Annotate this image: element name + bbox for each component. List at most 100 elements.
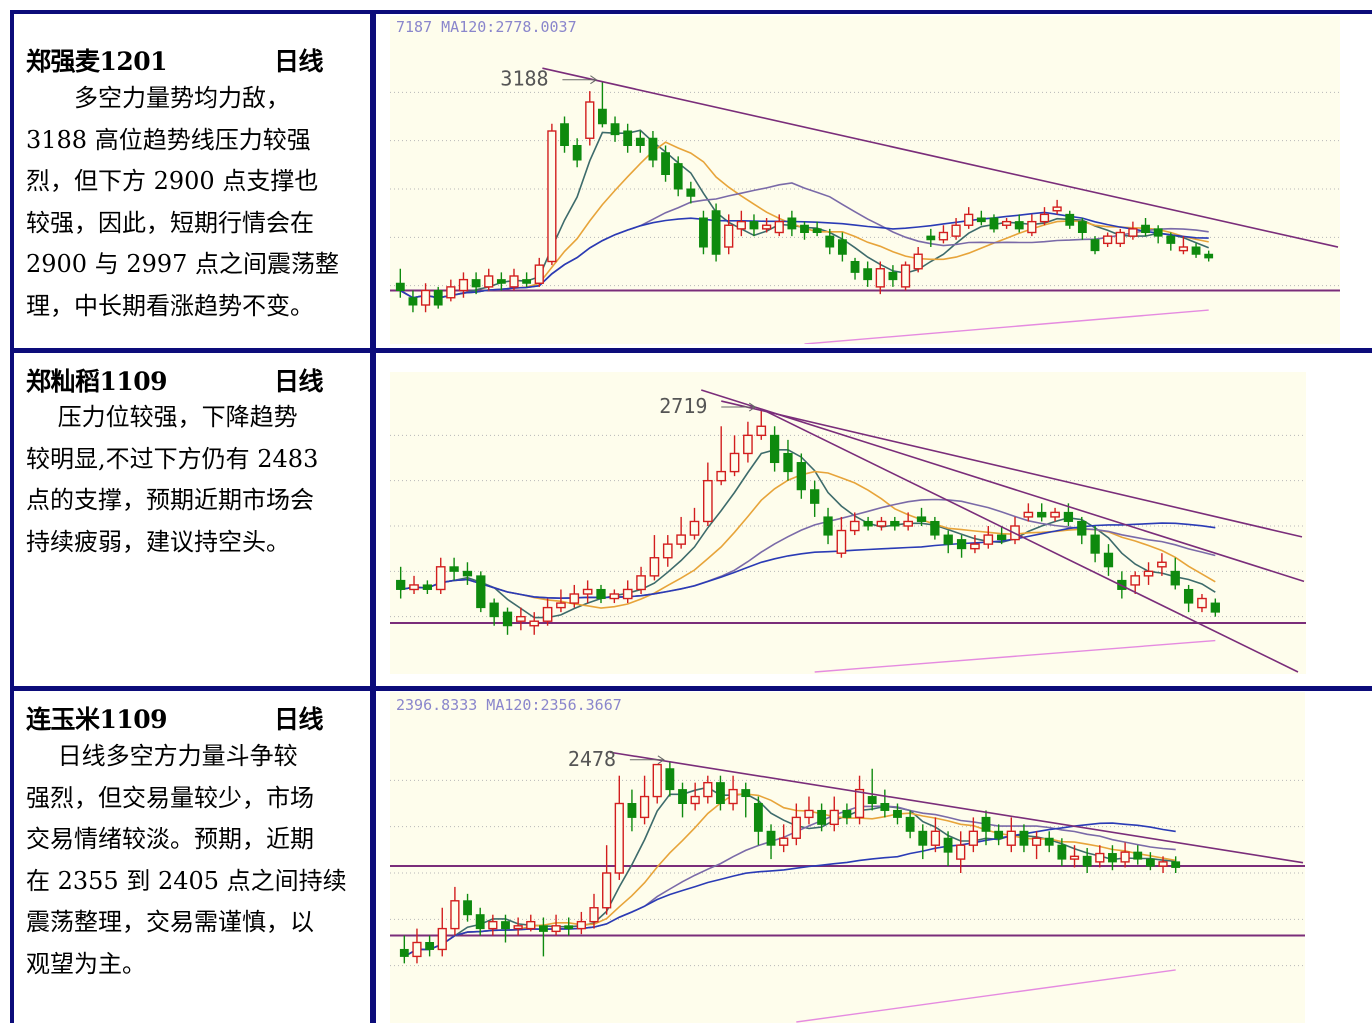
commentary: 压力位较强，下降趋势 较明显,不过下方仍有 2483 点的支撑，预期近期市场会 … <box>26 397 370 563</box>
candle <box>463 893 472 922</box>
candle <box>970 535 980 554</box>
candle <box>943 831 953 867</box>
peak-arrow-head <box>657 755 665 765</box>
candle-body <box>1103 552 1114 568</box>
candle-body <box>1039 213 1050 223</box>
candle-body <box>880 803 890 811</box>
candle <box>614 775 624 880</box>
candle <box>863 261 873 287</box>
panel-title: 连玉米1109 日线 <box>26 700 324 736</box>
candle-body <box>509 275 519 288</box>
candle-body <box>1204 253 1214 259</box>
trendline-upper <box>609 751 1304 864</box>
candle <box>1090 236 1100 255</box>
candle <box>602 845 612 915</box>
commentary: 多空力量势均力敌， 3188 高位趋势线压力较强 烈，但下方 2900 点支撑也… <box>26 78 370 327</box>
panel-title: 郑籼稻1109 日线 <box>26 362 324 398</box>
candle <box>779 824 789 853</box>
candle <box>534 257 544 287</box>
peak-label: 2719 <box>659 394 707 418</box>
commentary-line: 持续疲弱，建议持空头。 <box>26 527 290 556</box>
candle-body <box>930 520 940 536</box>
candle-body <box>1178 246 1189 252</box>
candle-body <box>938 231 949 241</box>
candle-body <box>863 268 873 281</box>
candle <box>800 221 809 240</box>
candle <box>863 516 873 531</box>
trendline-upper <box>701 389 1305 583</box>
candle-body <box>627 803 637 818</box>
candle-body <box>1153 228 1163 237</box>
candle <box>976 210 986 226</box>
candle-body <box>951 224 961 237</box>
candle-body <box>569 593 580 604</box>
candle-body <box>489 602 499 618</box>
commentary-line: 较强，因此，短期行情会在 <box>26 208 314 237</box>
candle-body <box>412 941 422 958</box>
candle <box>825 228 835 255</box>
candle-body <box>875 268 885 288</box>
candle-body <box>1115 231 1125 245</box>
candlestick-chart-rice: 2719 <box>390 372 1306 674</box>
candle <box>1204 250 1214 262</box>
candle-body <box>769 434 780 464</box>
candle <box>1166 232 1176 251</box>
candle-body <box>956 539 967 550</box>
candle <box>484 268 494 291</box>
commentary-line: 日线多空方力量斗争较 <box>26 742 298 770</box>
candle <box>1103 232 1113 247</box>
candle <box>513 917 523 936</box>
candle <box>905 810 915 839</box>
candle <box>678 782 687 818</box>
candle-body <box>716 470 727 482</box>
candle <box>769 426 780 472</box>
candle <box>854 775 865 825</box>
candle-body <box>614 802 624 874</box>
candle <box>1082 847 1092 873</box>
contract-code: 郑强麦1201 <box>26 47 168 76</box>
candle-body <box>622 588 633 600</box>
candle <box>635 131 645 153</box>
candle <box>661 145 670 182</box>
candle <box>564 917 574 936</box>
commentary-line: 烈，但下方 2900 点支撑也 <box>26 167 319 195</box>
commentary-line: 震荡整理，交易需谨慎，以 <box>26 908 314 936</box>
candle-body <box>648 137 658 161</box>
candle <box>817 803 827 832</box>
candle-body <box>968 830 978 846</box>
candle <box>716 775 725 811</box>
candle-body <box>649 557 660 577</box>
candle <box>446 279 456 302</box>
candle-body <box>1141 224 1150 233</box>
candle <box>529 612 540 635</box>
candle-body <box>890 520 900 527</box>
candle <box>1103 544 1114 576</box>
candle <box>1044 831 1054 853</box>
candle <box>823 507 833 545</box>
candle <box>462 562 473 585</box>
candle-body <box>496 279 506 284</box>
candle-body <box>1057 844 1067 860</box>
candle <box>724 214 734 255</box>
candle <box>1023 503 1034 522</box>
candle <box>810 480 820 517</box>
candle-body <box>930 830 941 846</box>
candle-body <box>724 224 734 248</box>
candle <box>796 453 806 499</box>
peak-arrow-head <box>748 402 757 412</box>
candle-body <box>686 188 696 197</box>
candle-body <box>538 925 548 932</box>
candle <box>753 796 763 846</box>
candle-body <box>1095 852 1105 863</box>
candle <box>1171 856 1181 873</box>
candle-body <box>787 217 797 230</box>
candle <box>1077 218 1087 240</box>
candle <box>1057 838 1067 867</box>
candle-body <box>564 925 574 930</box>
candle <box>395 268 405 298</box>
peak-arrow-head <box>590 75 598 85</box>
candle-body <box>1031 837 1042 846</box>
candle-body <box>408 297 418 306</box>
candle <box>749 214 759 237</box>
candle-body <box>526 920 536 930</box>
